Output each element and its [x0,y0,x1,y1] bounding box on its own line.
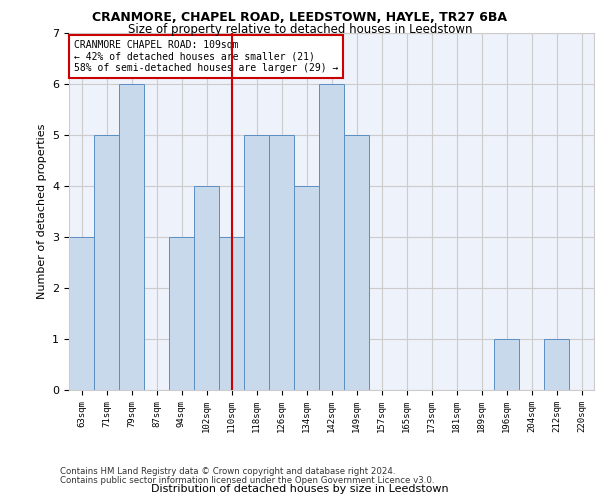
Bar [119,84,144,390]
Y-axis label: Number of detached properties: Number of detached properties [37,124,47,299]
Text: CRANMORE CHAPEL ROAD: 109sqm
← 42% of detached houses are smaller (21)
58% of se: CRANMORE CHAPEL ROAD: 109sqm ← 42% of de… [74,40,338,73]
Text: Distribution of detached houses by size in Leedstown: Distribution of detached houses by size … [151,484,449,494]
Bar [169,237,194,390]
Bar [69,237,94,390]
Text: Size of property relative to detached houses in Leedstown: Size of property relative to detached ho… [128,22,472,36]
Bar [269,134,294,390]
Text: CRANMORE, CHAPEL ROAD, LEEDSTOWN, HAYLE, TR27 6BA: CRANMORE, CHAPEL ROAD, LEEDSTOWN, HAYLE,… [92,11,508,24]
Bar [494,339,519,390]
Bar [344,134,369,390]
Bar [319,84,344,390]
Bar [294,186,319,390]
Bar [219,237,244,390]
Bar [544,339,569,390]
Bar [194,186,219,390]
Bar [244,134,269,390]
Text: Contains public sector information licensed under the Open Government Licence v3: Contains public sector information licen… [60,476,434,485]
Bar [94,134,119,390]
Text: Contains HM Land Registry data © Crown copyright and database right 2024.: Contains HM Land Registry data © Crown c… [60,467,395,476]
